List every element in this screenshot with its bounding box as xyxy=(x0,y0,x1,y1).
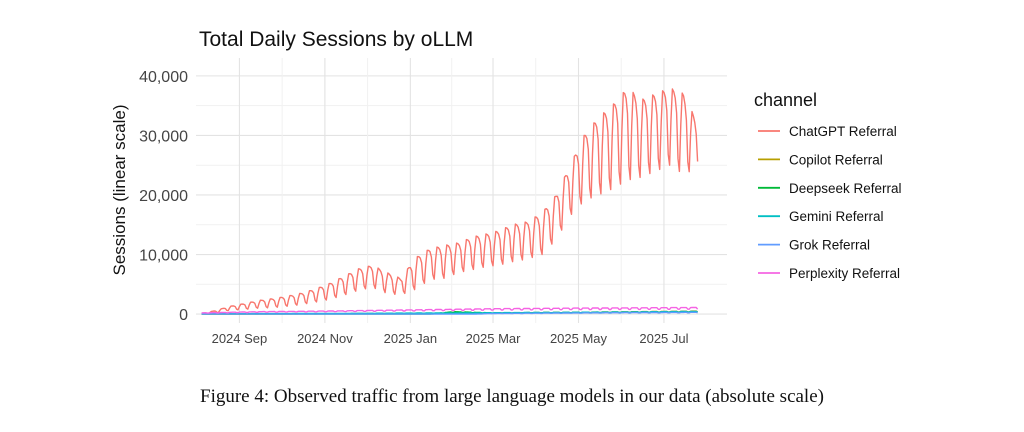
x-tick-label: 2025 Jan xyxy=(384,331,438,346)
chart-title: Total Daily Sessions by oLLM xyxy=(199,28,473,51)
y-tick-label: 0 xyxy=(179,307,188,324)
y-axis-label: Sessions (linear scale) xyxy=(110,104,129,275)
grid xyxy=(196,58,727,323)
x-tick-label: 2025 Mar xyxy=(466,331,522,346)
legend-label: Perplexity Referral xyxy=(789,266,900,281)
chart: 0 10,000 20,000 30,000 40,000 2024 Sep 2024 No… xyxy=(110,28,902,346)
legend: channel ChatGPT Referral Copilot Referral… xyxy=(754,90,902,281)
series-line-grok-referral xyxy=(201,311,698,315)
y-tick-label: 40,000 xyxy=(139,69,188,86)
axes: 0 10,000 20,000 30,000 40,000 2024 Sep 2024 No… xyxy=(139,69,689,346)
figure-caption: Figure 4: Observed traffic from large la… xyxy=(200,386,824,407)
legend-label: Gemini Referral xyxy=(789,209,884,224)
legend-label: Deepseek Referral xyxy=(789,181,902,196)
legend-label: Grok Referral xyxy=(789,238,870,253)
x-tick-label: 2025 Jul xyxy=(639,331,688,346)
series-line-perplexity-referral xyxy=(201,306,699,314)
y-tick-label: 10,000 xyxy=(139,248,188,265)
legend-label: Copilot Referral xyxy=(789,152,883,167)
x-tick-label: 2024 Nov xyxy=(297,331,353,346)
legend-label: ChatGPT Referral xyxy=(789,124,897,139)
y-tick-label: 20,000 xyxy=(139,188,188,205)
series-line-chatgpt-referral xyxy=(201,88,699,315)
x-tick-label: 2024 Sep xyxy=(212,331,268,346)
x-tick-label: 2025 May xyxy=(550,331,608,346)
y-tick-label: 30,000 xyxy=(139,128,188,145)
legend-title: channel xyxy=(754,90,817,110)
series-layer xyxy=(201,88,699,315)
